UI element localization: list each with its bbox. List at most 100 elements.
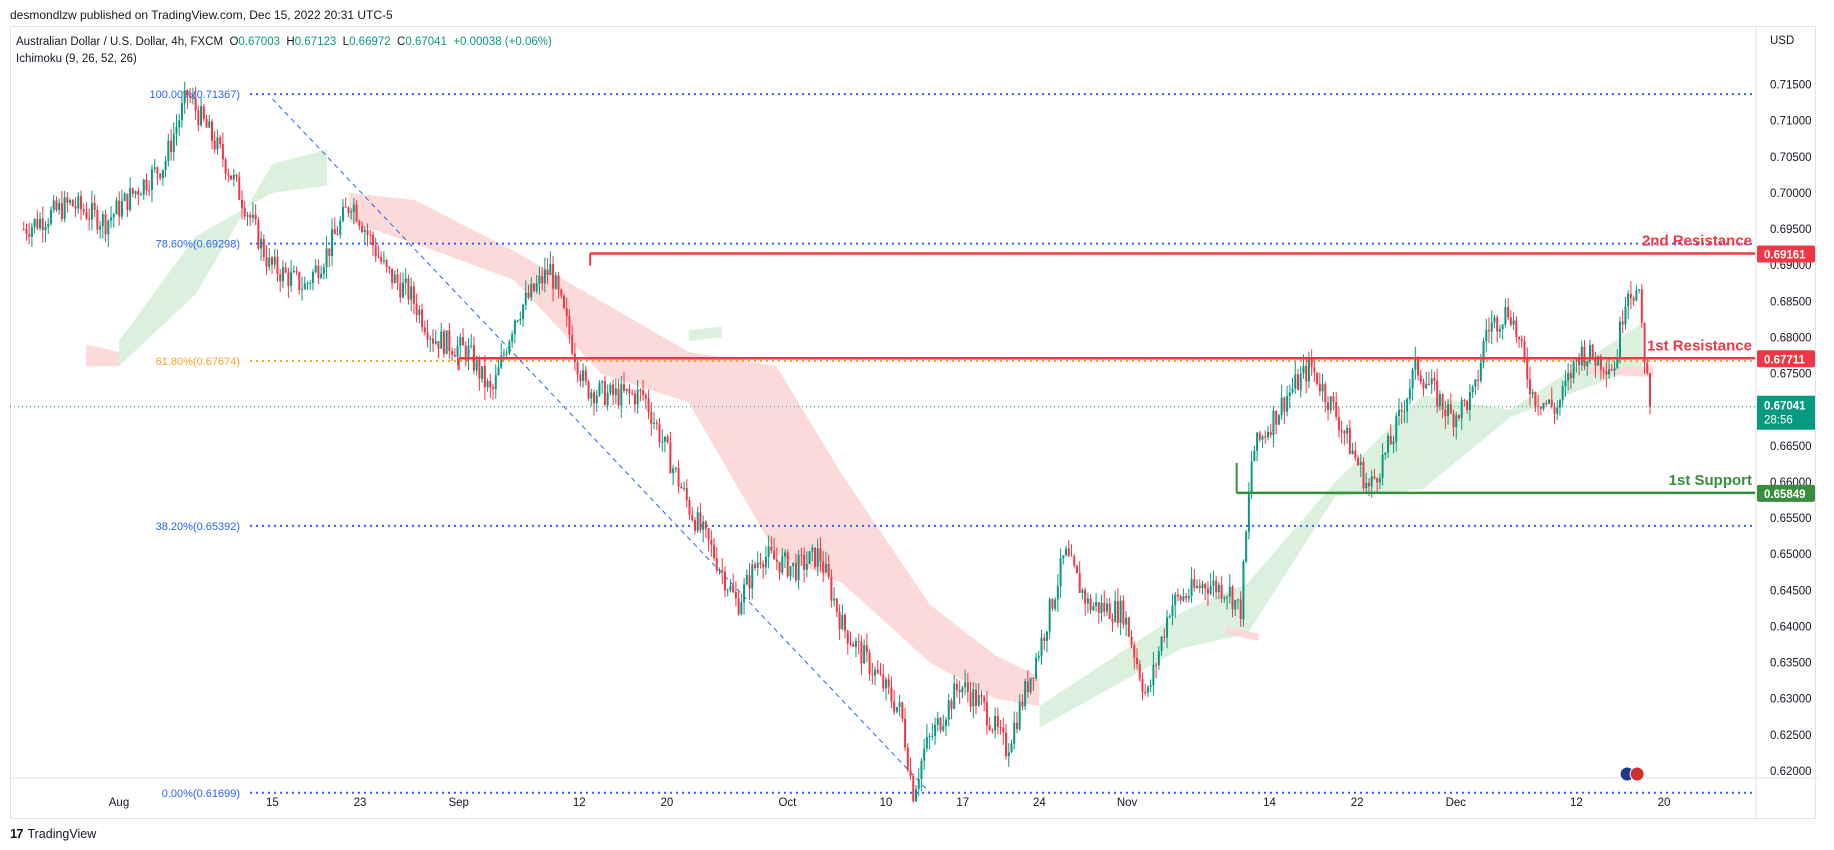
candle-body: [1520, 339, 1523, 342]
candle: [546, 258, 549, 285]
candle: [1403, 400, 1406, 423]
candle: [325, 235, 328, 279]
price-tick-label: 0.71000: [1770, 116, 1812, 128]
tradingview-logo[interactable]: 17: [10, 826, 24, 841]
candle-body: [1228, 586, 1231, 597]
candle-body: [1357, 457, 1360, 466]
candle: [1226, 595, 1229, 610]
candle: [852, 641, 855, 647]
candle: [1324, 381, 1327, 413]
candle: [216, 129, 219, 155]
indicator-legend[interactable]: Ichimoku (9, 26, 52, 26): [16, 53, 137, 65]
candle-body: [216, 137, 219, 150]
candle: [1567, 363, 1570, 391]
candle-body: [1378, 478, 1381, 483]
candle: [786, 549, 789, 579]
tradingview-brand[interactable]: TradingView: [27, 826, 97, 841]
candle: [112, 212, 115, 228]
candle: [633, 389, 636, 413]
candle-body: [183, 90, 186, 104]
candle: [1204, 582, 1207, 601]
candle: [115, 197, 118, 215]
candle: [860, 635, 863, 676]
candle: [958, 680, 961, 705]
candle-body: [710, 539, 713, 545]
candle-body: [33, 219, 36, 227]
candle-body: [1569, 373, 1572, 379]
open-value: 0.67003: [238, 36, 280, 48]
candle: [721, 558, 724, 585]
candle: [60, 190, 63, 223]
candle: [1452, 409, 1455, 437]
price-tick-label: 0.70000: [1770, 188, 1812, 200]
candle-body: [1441, 394, 1444, 410]
candle: [999, 719, 1002, 735]
candle-body: [494, 375, 497, 390]
candle-body: [1256, 432, 1259, 451]
candle-body: [254, 214, 257, 220]
candle-body: [1288, 392, 1291, 397]
candle: [950, 698, 953, 720]
candle-body: [1196, 585, 1199, 588]
candle: [849, 631, 852, 647]
candle-body: [1348, 427, 1351, 454]
candle-body: [693, 520, 696, 531]
candle-body: [685, 487, 688, 501]
candle-body: [1242, 561, 1245, 620]
candle: [1182, 588, 1185, 603]
candle: [1228, 574, 1231, 604]
cloud-bearish-segment: [1225, 626, 1259, 641]
candle: [481, 366, 484, 383]
candle-body: [1097, 602, 1100, 613]
candle: [1618, 316, 1621, 364]
candle: [497, 359, 500, 376]
candle-body: [784, 552, 787, 557]
candle: [1343, 429, 1346, 446]
candle-body: [1296, 374, 1299, 390]
price-tick-label: 0.66500: [1770, 441, 1812, 453]
level-price-tag: [1757, 245, 1815, 263]
candle-body: [1236, 599, 1239, 601]
low-value: 0.66972: [349, 36, 391, 48]
candle: [592, 389, 595, 416]
candle: [145, 173, 148, 196]
candle-body: [707, 528, 710, 540]
candle: [1395, 412, 1398, 452]
candle-body: [565, 307, 568, 317]
candle-body: [576, 361, 579, 375]
candle: [489, 373, 492, 399]
support-resistance-levels: 2nd Resistance 1st Resistance 1st Support: [10, 233, 1756, 495]
candle-body: [863, 645, 866, 664]
candle-body: [287, 272, 290, 286]
candle: [153, 158, 156, 173]
candle-body: [680, 486, 683, 489]
chart-frame[interactable]: [10, 26, 1816, 819]
candle-body: [1043, 637, 1046, 641]
candle: [1146, 685, 1149, 697]
candle: [167, 133, 170, 167]
candle-body: [240, 199, 243, 209]
price-axis: USD 0.71500 0.71000 0.70500 0.70000 0.69500 0.…: [1757, 35, 1815, 778]
candle: [423, 320, 426, 336]
candle-body: [1095, 602, 1098, 607]
candle: [565, 297, 568, 327]
candle: [715, 546, 718, 574]
candle: [404, 268, 407, 295]
candle: [1209, 573, 1212, 596]
candle: [1073, 554, 1076, 568]
candle: [1163, 628, 1166, 643]
candle-body: [642, 390, 645, 396]
candle: [1436, 368, 1439, 413]
candle-body: [759, 562, 762, 565]
candle: [396, 268, 399, 290]
candle: [1575, 357, 1578, 373]
candle: [1539, 405, 1542, 416]
candle-body: [942, 726, 945, 731]
candle-body: [609, 384, 612, 393]
candle: [650, 402, 653, 436]
candle-body: [464, 345, 467, 361]
candle: [1346, 424, 1349, 444]
candle: [920, 758, 923, 792]
candle-body: [835, 598, 838, 612]
